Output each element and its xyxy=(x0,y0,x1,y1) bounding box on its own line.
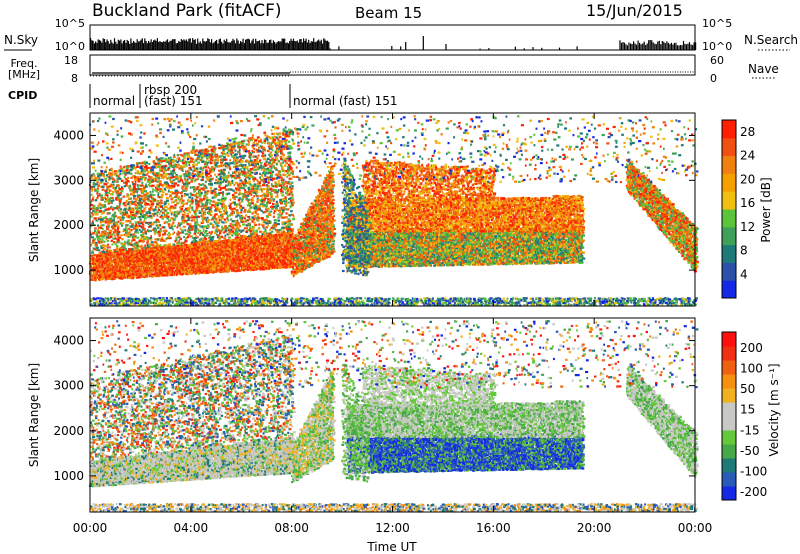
colorbar-swatch xyxy=(722,209,736,228)
y-tick-label: 3000 xyxy=(53,379,84,393)
velocity-colorbar-tick: 100 xyxy=(740,362,763,376)
velocity-colorbar-tick: 200 xyxy=(740,341,763,355)
velocity-y-label: Slant Range [km] xyxy=(27,363,41,467)
x-tick-label: 04:00 xyxy=(174,521,209,535)
velocity-colorbar: 200 100 50 15 -15 -50 -100 -200 xyxy=(721,331,767,501)
nave-tick-bottom: 0 xyxy=(710,72,717,85)
colorbar-swatch xyxy=(722,360,736,375)
colorbar-swatch xyxy=(722,280,736,299)
time-x-axis: 00:00 04:00 08:00 12:00 16:00 20:00 00:00 xyxy=(73,113,713,535)
cpid-label: CPID xyxy=(8,89,37,102)
freq-tick-bottom: 8 xyxy=(71,72,78,85)
nave-label: Nave xyxy=(748,62,779,76)
power-colorbar-tick: 4 xyxy=(740,267,748,281)
velocity-colorbar-tick: 15 xyxy=(740,403,755,417)
colorbar-swatch xyxy=(722,472,736,487)
freq-label: Freq. xyxy=(10,57,37,70)
nsky-panel: N.Sky 10^5 10^0 10^5 10^0 N.Search xyxy=(4,17,798,53)
power-scatter xyxy=(88,115,699,307)
colorbar-frame xyxy=(721,119,737,299)
velocity-y-axis: 1000 2000 3000 4000 xyxy=(53,334,695,483)
y-tick-label: 1000 xyxy=(53,263,84,277)
x-tick-label: 08:00 xyxy=(274,521,309,535)
colorbar-swatch xyxy=(722,444,736,459)
y-tick-label: 2000 xyxy=(53,424,84,438)
colorbar-swatch xyxy=(722,332,736,347)
power-colorbar-tick: 16 xyxy=(740,196,755,210)
power-colorbar-tick: 28 xyxy=(740,125,755,139)
nsky-tick-top: 10^5 xyxy=(55,17,85,30)
x-tick-label: 16:00 xyxy=(476,521,511,535)
colorbar-swatch xyxy=(722,137,736,157)
y-tick-label: 4000 xyxy=(53,128,84,142)
power-colorbar-tick: 24 xyxy=(740,149,755,163)
colorbar-swatch xyxy=(722,226,736,246)
y-tick-label: 2000 xyxy=(53,218,84,232)
colorbar-swatch xyxy=(722,402,736,417)
colorbar-swatch xyxy=(722,458,736,473)
x-tick-label: 00:00 xyxy=(678,521,713,535)
nsearch-tick-top: 10^5 xyxy=(702,17,732,30)
power-colorbar-tick: 8 xyxy=(740,244,748,258)
freq-panel: Freq. [MHz] 18 8 60 0 Nave xyxy=(8,54,779,85)
station-title: Buckland Park (fitACF) xyxy=(92,1,282,21)
colorbar-swatch xyxy=(722,486,736,501)
power-colorbar: 4 8 12 16 20 24 28 xyxy=(721,119,755,299)
colorbar-swatch xyxy=(722,262,736,281)
freq-tick-top: 18 xyxy=(64,54,78,67)
velocity-panel: 1000 2000 3000 4000 Slant Range [km] 200 100… xyxy=(27,113,781,554)
colorbar-swatch xyxy=(722,173,736,192)
colorbar-swatch xyxy=(722,374,736,389)
nsky-label: N.Sky xyxy=(4,33,38,47)
velocity-colorbar-label: Velocity [m s⁻¹] xyxy=(767,363,781,456)
x-axis-label: Time UT xyxy=(366,540,417,554)
freq-unit: [MHz] xyxy=(8,68,40,81)
colorbar-swatch xyxy=(722,155,736,174)
nsearch-tick-bottom: 10^0 xyxy=(702,40,732,53)
power-panel: 1000 2000 3000 4000 Slant Range [km] 4 8 12 16… xyxy=(27,112,773,307)
cpid-segment-1: rbsp 200 xyxy=(144,83,197,97)
cpid-segment-2: normal (fast) 151 xyxy=(293,94,397,108)
power-colorbar-tick: 12 xyxy=(740,220,755,234)
nave-tick-top: 60 xyxy=(710,54,724,67)
colorbar-frame xyxy=(721,331,737,501)
colorbar-swatch xyxy=(722,346,736,361)
velocity-colorbar-tick: 50 xyxy=(740,382,755,396)
velocity-colorbar-tick: -15 xyxy=(740,423,760,437)
power-y-axis: 1000 2000 3000 4000 xyxy=(53,128,695,277)
y-tick-label: 4000 xyxy=(53,334,84,348)
velocity-colorbar-tick: -50 xyxy=(740,444,760,458)
colorbar-swatch xyxy=(722,191,736,210)
x-tick-label: 00:00 xyxy=(73,521,108,535)
nsky-bars xyxy=(90,36,697,50)
x-tick-label: 12:00 xyxy=(375,521,410,535)
power-y-label: Slant Range [km] xyxy=(27,158,41,262)
nsky-tick-bottom: 10^0 xyxy=(55,40,85,53)
velocity-scatter xyxy=(88,320,699,513)
date-title: 15/Jun/2015 xyxy=(586,1,683,20)
x-tick-label: 20:00 xyxy=(577,521,612,535)
nsearch-label: N.Search xyxy=(744,33,798,47)
cpid-panel: CPID normal rbsp 200 (fast) 151 normal (… xyxy=(8,83,397,108)
colorbar-swatch xyxy=(722,244,736,263)
colorbar-swatch xyxy=(722,416,736,431)
cpid-segment-0: normal xyxy=(93,94,135,108)
velocity-colorbar-tick: -100 xyxy=(740,464,767,478)
beam-title: Beam 15 xyxy=(355,4,422,22)
power-colorbar-tick: 20 xyxy=(740,172,755,186)
velocity-colorbar-tick: -200 xyxy=(740,485,767,499)
colorbar-swatch xyxy=(722,120,736,139)
y-tick-label: 3000 xyxy=(53,173,84,187)
colorbar-swatch xyxy=(722,430,736,445)
power-colorbar-label: Power [dB] xyxy=(759,177,773,242)
y-tick-label: 1000 xyxy=(53,469,84,483)
colorbar-swatch xyxy=(722,388,736,403)
cpid-segment-1-b: (fast) 151 xyxy=(144,94,203,108)
